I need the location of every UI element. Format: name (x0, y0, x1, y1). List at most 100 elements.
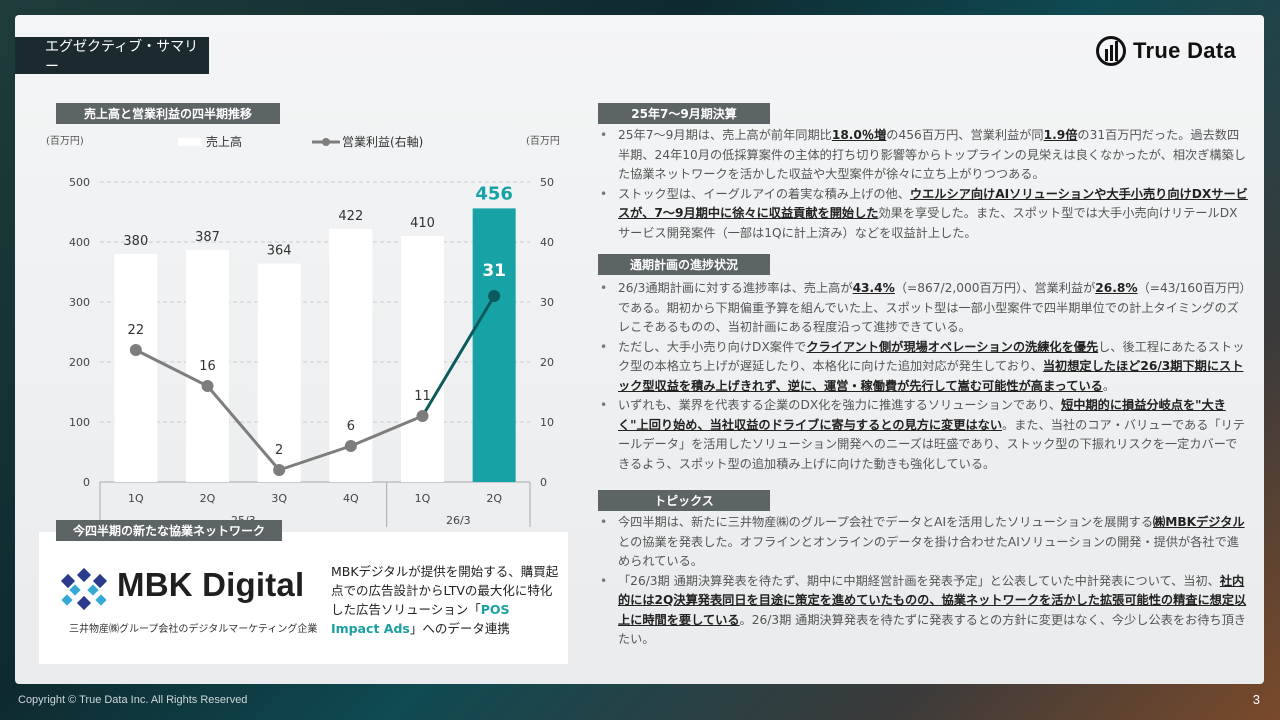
emphasis-span: クライアント側が現場オペレーションの洗練化を優先 (806, 339, 1099, 354)
left-axis-tick-label: 300 (69, 296, 90, 309)
bar (257, 263, 301, 482)
bar (472, 208, 516, 482)
line-data-label: 2 (275, 443, 283, 458)
line-segment (421, 295, 496, 417)
emphasis-span: ウエルシア向けAIソリューションや大手小売り向けDXサービスが、7～9月期中に徐… (618, 186, 1248, 221)
left-axis-tick-label: 100 (69, 416, 90, 429)
progress-badge: 通期計画の進捗状況 (598, 254, 770, 275)
results-bullet-2: ストック型は、イーグルアイの着実な積み上げの他、ウエルシア向けAIソリューション… (598, 185, 1248, 244)
network-desc-highlight: POS Impact Ads (331, 602, 510, 636)
text-span: いずれも、業界を代表する企業のDX化を強力に推進するソリューションであり、 (618, 398, 1062, 412)
line-data-label: 6 (347, 419, 355, 434)
line-data-label: 22 (128, 323, 145, 338)
emphasis-span: 1.9倍 (1043, 128, 1078, 142)
left-axis-tick-label: 0 (83, 476, 90, 489)
network-desc-text-2: 」へのデータ連携 (409, 621, 510, 636)
progress-bullet-3: いずれも、業界を代表する企業のDX化を強力に推進するソリューションであり、短中期… (598, 396, 1248, 474)
bar-data-label: 387 (195, 230, 220, 245)
text-span: し、後工程にあたるストック型の本格立ち上げが遅延したり、本格化に向けた追加対応が… (618, 339, 1245, 374)
topics-bullet-2: 「26/3期 通期決算発表を待たず、期中に中期経営計画を発表予定」と公表していた… (598, 572, 1248, 650)
line-point (273, 464, 286, 476)
legend-bar-label: 売上高 (206, 134, 242, 149)
category-tick-label: 1Q (128, 492, 144, 505)
line-point (201, 380, 214, 392)
line-point (488, 290, 501, 302)
topics-bullet-1: 今四半期は、新たに三井物産㈱のグループ会社でデータとAIを活用したソリューション… (598, 513, 1248, 572)
text-span: ストック型は、イーグルアイの着実な積み上げの他、 (618, 186, 910, 201)
slide: エグゼクティブ・サマリー True Data 売上高と営業利益の四半期推移 (百… (15, 15, 1264, 684)
right-axis-unit: (百万円) (526, 135, 560, 147)
right-axis-tick-label: 10 (540, 416, 554, 429)
text-span: 今四半期は、新たに三井物産㈱のグループ会社でデータとAIを活用したソリューション… (618, 515, 1154, 529)
bar-data-label: 422 (338, 209, 363, 224)
text-span: 効果を享受した。また、スポット型では大手小売向けリテールDXサービス開発案件（一… (618, 206, 1238, 240)
line-segment (135, 348, 209, 388)
mbk-digital-logo-icon (59, 567, 109, 618)
bar-data-label: 410 (410, 216, 435, 231)
results-section: 25年7～9月期は、売上高が前年同期比18.0％増の456百万円、営業利益が同1… (598, 126, 1248, 243)
right-axis-tick-label: 50 (540, 176, 554, 189)
logo-text: True Data (1133, 38, 1236, 63)
quarterly-chart: (百万円) (百万円) 売上高 営業利益(右軸) 010020030040050… (46, 134, 560, 527)
bar-data-label: 456 (475, 183, 513, 204)
line-segment (206, 385, 281, 471)
text-span: との協業を発表した。オフラインとオンラインのデータを掛け合わせたAIソリューショ… (618, 534, 1239, 569)
emphasis-span: 短中期的に損益分岐点を"大きく"上回り始め、当社収益のドライブに寄与するとの見方… (618, 398, 1226, 432)
results-badge: 25年7～9月期決算 (598, 103, 770, 124)
left-axis-tick-label: 200 (69, 356, 90, 369)
line-segment (350, 414, 424, 448)
emphasis-span: 18.0％増 (831, 128, 887, 142)
emphasis-span: 社内的には2Q決算発表同日を目途に策定を進めていたものの、協業ネットワークを活か… (618, 573, 1247, 627)
bar-data-label: 364 (267, 244, 292, 259)
page-number: 3 (1252, 692, 1260, 707)
line-point (129, 344, 142, 356)
bar (401, 236, 444, 482)
emphasis-span: 26.8% (1095, 281, 1138, 295)
left-axis-unit: (百万円) (46, 135, 84, 147)
text-span: ただし、大手小売り向けDX案件で (618, 339, 807, 354)
network-section-badge: 今四半期の新たな協業ネットワーク (56, 520, 282, 541)
right-axis-tick-label: 0 (540, 476, 547, 489)
category-tick-label: 3Q (271, 492, 287, 505)
network-desc-text-1: MBKデジタルが提供を開始する、購買起点での広告設計からLTVの最大化に特化した… (331, 564, 559, 617)
left-axis-tick-label: 400 (69, 236, 90, 249)
network-description: MBKデジタルが提供を開始する、購買起点での広告設計からLTVの最大化に特化した… (331, 562, 561, 638)
right-axis-tick-label: 40 (540, 236, 554, 249)
line-segment (278, 444, 352, 472)
right-axis-tick-label: 20 (540, 356, 554, 369)
category-tick-label: 2Q (200, 492, 216, 505)
text-span: 26/3通期計画に対する進捗率は、売上高が (618, 281, 853, 295)
company-logo: True Data (1095, 35, 1236, 67)
text-span: 。26/3期 通期決算発表を待たずに発表するとの方針に変更はなく、今少し公表をお… (618, 612, 1246, 647)
progress-bullet-2: ただし、大手小売り向けDX案件でクライアント側が現場オペレーションの洗練化を優先… (598, 338, 1248, 397)
text-span: 25年7～9月期は、売上高が前年同期比 (618, 128, 832, 142)
category-tick-label: 1Q (415, 492, 431, 505)
right-axis-tick-label: 30 (540, 296, 554, 309)
line-point (344, 440, 357, 452)
network-card: MBK Digital 三井物産㈱グループ会社のデジタルマーケティング企業 MB… (39, 532, 568, 664)
bar (186, 249, 229, 482)
bar (114, 254, 158, 482)
mbk-digital-logo-text: MBK Digital (117, 566, 305, 603)
legend-line-label: 営業利益(右軸) (342, 134, 423, 149)
emphasis-span: ㈱MBKデジタル (1153, 515, 1245, 529)
copyright: Copyright © True Data Inc. All Rights Re… (18, 694, 248, 706)
bar-data-label: 380 (123, 234, 148, 249)
legend-line-marker (322, 138, 330, 146)
topics-badge: トピックス (598, 490, 770, 511)
true-data-logo-icon (1096, 36, 1127, 66)
page-title: エグゼクティブ・サマリー (15, 37, 209, 75)
text-span: 。 (1102, 378, 1116, 393)
text-span: の31百万円だった。過去数四半期、24年10月の低採算案件の主体的打ち切り影響等… (618, 128, 1246, 181)
progress-bullet-1: 26/3通期計画に対する進捗率は、売上高が43.4%（=867/2,000百万円… (598, 279, 1248, 338)
text-span: 。また、当社のコア・バリューである「リテールデータ」を活用したソリューション開発… (618, 417, 1245, 471)
topics-section: 今四半期は、新たに三井物産㈱のグループ会社でデータとAIを活用したソリューション… (598, 513, 1248, 650)
mbk-digital-subtitle: 三井物産㈱グループ会社のデジタルマーケティング企業 (69, 624, 318, 635)
results-bullet-1: 25年7～9月期は、売上高が前年同期比18.0％増の456百万円、営業利益が同1… (598, 126, 1248, 185)
line-data-label: 11 (414, 389, 431, 404)
emphasis-span: 43.4% (852, 281, 895, 295)
line-data-label: 16 (199, 359, 216, 374)
category-tick-label: 4Q (343, 492, 359, 505)
chart-section-badge: 売上高と営業利益の四半期推移 (56, 103, 280, 124)
text-span: の456百万円、営業利益が同 (886, 128, 1044, 142)
